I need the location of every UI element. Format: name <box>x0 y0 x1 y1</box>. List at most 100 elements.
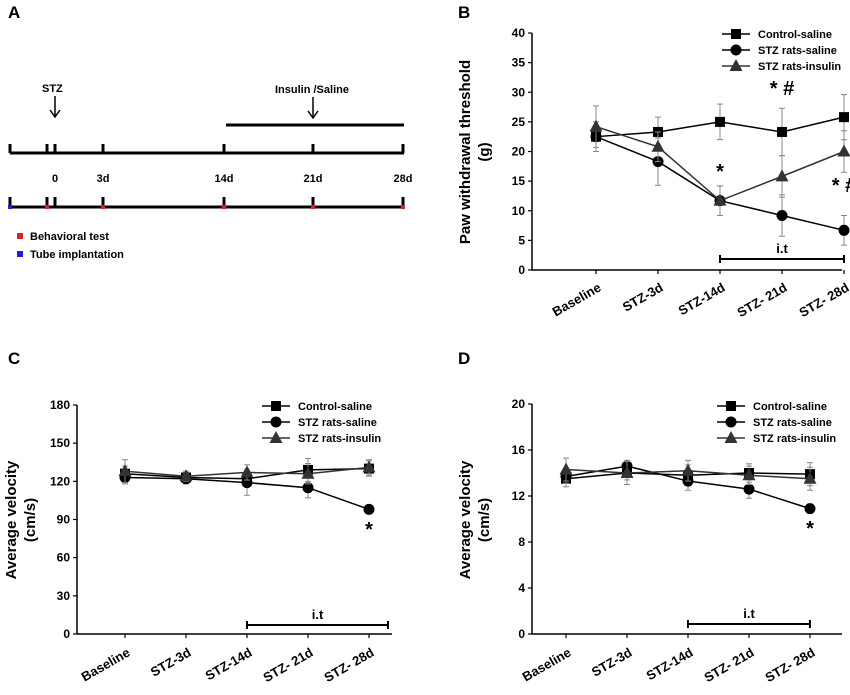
x-tick-label: STZ- 28d <box>321 645 376 685</box>
x-tick-label: STZ-14d <box>203 645 255 684</box>
behavioral-test-marker <box>401 205 405 209</box>
it-bracket-label: i.t <box>776 241 788 256</box>
legend-marker <box>730 44 742 56</box>
x-tick-label: STZ-3d <box>620 280 666 315</box>
x-tick-label: STZ-14d <box>644 645 696 684</box>
y-axis-label-line: (cm/s) <box>22 498 39 542</box>
data-point <box>179 469 193 482</box>
behavioral-test-marker <box>311 205 315 209</box>
data-point <box>362 460 376 473</box>
data-point <box>803 471 817 484</box>
legend-marker <box>271 401 281 411</box>
x-tick-label: Baseline <box>520 645 574 685</box>
legend-swatch-tube-implantation <box>17 251 23 257</box>
legend-marker <box>270 416 282 428</box>
y-tick-label: 12 <box>512 489 526 503</box>
data-point <box>559 462 573 475</box>
legend-label: STZ rats-insulin <box>758 61 841 73</box>
legend-label: Control-saline <box>758 29 832 41</box>
insulin-arrow-icon <box>307 97 319 120</box>
data-point <box>681 463 695 476</box>
series-line <box>595 135 845 232</box>
y-tick-label: 40 <box>512 26 526 40</box>
data-point <box>240 465 254 478</box>
data-point <box>804 503 816 515</box>
data-point <box>743 483 755 495</box>
data-point <box>715 116 725 127</box>
behavioral-test-marker <box>45 205 49 209</box>
data-point <box>837 144 850 157</box>
day-label-21d: 21d <box>304 173 323 185</box>
y-tick-label: 150 <box>50 436 70 450</box>
significance-annotation: * # <box>770 78 794 100</box>
x-tick-label: STZ- 21d <box>260 645 315 685</box>
legend-swatch-behavioral-test <box>17 233 23 239</box>
y-tick-label: 20 <box>512 397 526 411</box>
it-bracket-label: i.t <box>312 607 324 622</box>
data-point <box>302 482 314 494</box>
y-tick-label: 16 <box>512 443 526 457</box>
x-tick-label: STZ-3d <box>589 645 635 680</box>
legend-marker <box>724 431 738 443</box>
day-label-14d: 14d <box>215 173 234 185</box>
legend-label: Control-saline <box>298 401 372 413</box>
x-tick-label: STZ- 28d <box>762 645 817 685</box>
y-tick-label: 5 <box>518 233 525 247</box>
day-label-28d: 28d <box>394 173 413 185</box>
y-axis-label: Paw withdrawal threshold (g) <box>457 60 493 244</box>
significance-annotation: * # <box>832 175 850 197</box>
data-point <box>651 139 665 152</box>
data-point <box>620 466 634 478</box>
legend-marker <box>729 59 743 71</box>
y-tick-label: 90 <box>57 513 71 527</box>
y-axis-label-line: (g) <box>476 142 493 161</box>
y-axis-label: Average velocity (cm/s) <box>457 460 493 579</box>
it-bracket-label: i.t <box>743 606 755 621</box>
data-point <box>775 169 789 182</box>
timeline-lower <box>8 197 405 209</box>
day-label-0: 0 <box>52 173 58 185</box>
y-tick-label: 0 <box>63 627 70 641</box>
panel-b-letter: B <box>458 3 470 22</box>
y-tick-label: 35 <box>512 56 526 70</box>
y-tick-label: 4 <box>518 581 525 595</box>
data-point <box>301 466 315 479</box>
chart-b: 0 5 10 15 20 25 30 35 40 Paw withdrawal threshold… <box>457 26 850 320</box>
significance-annotation: * <box>806 518 814 540</box>
panel-d-letter: D <box>458 349 470 368</box>
data-point <box>742 468 756 481</box>
y-tick-label: 20 <box>512 145 526 159</box>
y-axis-label-line: Paw withdrawal threshold <box>457 60 474 244</box>
x-tick-label: Baseline <box>79 645 133 685</box>
legend-label: STZ rats-saline <box>753 417 832 429</box>
panel-c-letter: C <box>8 349 20 368</box>
chart-d: 0 4 8 12 16 20 Average velocity (cm/s) Baseline S… <box>457 397 842 685</box>
stz-label: STZ <box>42 83 63 95</box>
x-tick-label: STZ-14d <box>676 280 728 319</box>
behavioral-test-marker <box>222 205 226 209</box>
legend-label: STZ rats-saline <box>298 417 377 429</box>
y-axis-label-line: Average velocity <box>3 460 20 579</box>
chart-c: 0 30 60 90 120 150 180 Average velocity (cm/s) Ba… <box>3 398 392 685</box>
day-label-3d: 3d <box>97 173 110 185</box>
x-tick-label: STZ- 21d <box>734 280 789 320</box>
data-point <box>713 193 727 206</box>
y-tick-label: 0 <box>518 627 525 641</box>
tube-implantation-marker <box>8 205 12 209</box>
legend-label-behavioral-test: Behavioral test <box>30 231 109 243</box>
significance-annotation: * <box>716 161 724 183</box>
insulin-saline-label: Insulin /Saline <box>275 84 349 96</box>
data-point <box>118 464 132 477</box>
y-tick-label: 60 <box>57 551 71 565</box>
legend-label: Control-saline <box>753 401 827 413</box>
data-point <box>839 112 849 123</box>
significance-annotation: * <box>365 519 373 541</box>
y-tick-label: 15 <box>512 174 526 188</box>
data-point <box>363 503 375 515</box>
y-tick-label: 10 <box>512 204 526 218</box>
panel-a-timeline: A STZ Insulin /Saline 0 3d 14d 21d 28d <box>8 3 412 261</box>
y-axis-label-line: (cm/s) <box>476 498 493 542</box>
y-tick-label: 180 <box>50 398 70 412</box>
data-point <box>838 224 850 236</box>
